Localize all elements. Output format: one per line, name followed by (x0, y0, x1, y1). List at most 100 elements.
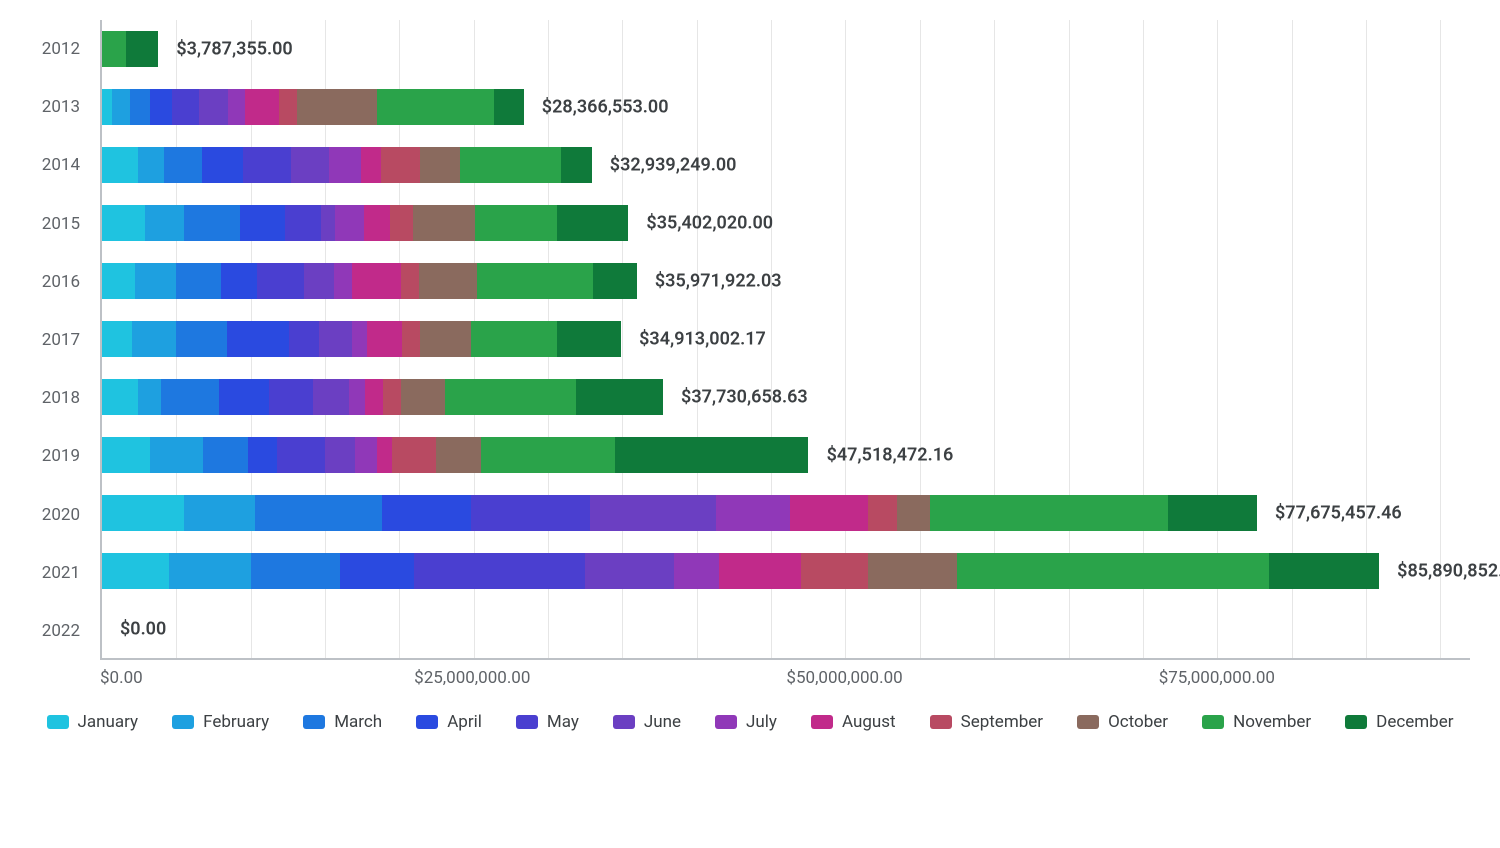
bar-segment-january[interactable] (102, 379, 138, 415)
bar-segment-december[interactable] (576, 379, 663, 415)
bar-segment-september[interactable] (402, 321, 420, 357)
bar-segment-february[interactable] (135, 263, 177, 299)
bar-segment-november[interactable] (102, 31, 126, 67)
bar-segment-february[interactable] (145, 205, 184, 241)
bar-segment-september[interactable] (390, 205, 412, 241)
bar-segment-december[interactable] (561, 147, 591, 183)
bar-segment-december[interactable] (615, 437, 809, 473)
bar-segment-december[interactable] (494, 89, 523, 125)
bar-segment-july[interactable] (355, 437, 377, 473)
bar-segment-january[interactable] (102, 147, 138, 183)
bar-segment-december[interactable] (557, 205, 628, 241)
bar-segment-april[interactable] (382, 495, 471, 531)
bar-segment-august[interactable] (364, 205, 391, 241)
bar-segment-november[interactable] (957, 553, 1269, 589)
bar-segment-march[interactable] (161, 379, 219, 415)
bar-segment-september[interactable] (381, 147, 420, 183)
bar-segment-april[interactable] (219, 379, 268, 415)
bar-segment-november[interactable] (477, 263, 593, 299)
bar-segment-august[interactable] (361, 147, 382, 183)
bar-segment-june[interactable] (304, 263, 334, 299)
bar-segment-february[interactable] (150, 437, 204, 473)
bar-segment-july[interactable] (335, 205, 363, 241)
bar-segment-july[interactable] (228, 89, 244, 125)
bar-segment-march[interactable] (176, 321, 227, 357)
bar-segment-october[interactable] (420, 321, 471, 357)
bar-segment-november[interactable] (445, 379, 576, 415)
bar-segment-september[interactable] (801, 553, 868, 589)
bar-segment-march[interactable] (255, 495, 381, 531)
bar-segment-october[interactable] (420, 147, 460, 183)
bar-segment-august[interactable] (367, 321, 403, 357)
bar-segment-march[interactable] (164, 147, 201, 183)
bar-segment-june[interactable] (590, 495, 716, 531)
bar-segment-august[interactable] (790, 495, 867, 531)
bar-segment-august[interactable] (377, 437, 392, 473)
bar-segment-january[interactable] (102, 495, 184, 531)
bar-segment-may[interactable] (269, 379, 314, 415)
bar-segment-february[interactable] (138, 379, 162, 415)
bar-segment-february[interactable] (169, 553, 251, 589)
bar-segment-december[interactable] (557, 321, 621, 357)
bar-segment-november[interactable] (460, 147, 561, 183)
bar-segment-may[interactable] (277, 437, 325, 473)
legend-item-january[interactable]: January (47, 712, 139, 732)
bar-segment-january[interactable] (102, 437, 150, 473)
bar-segment-august[interactable] (719, 553, 801, 589)
bar-segment-november[interactable] (481, 437, 615, 473)
legend-item-october[interactable]: October (1077, 712, 1168, 732)
bar-segment-april[interactable] (248, 437, 278, 473)
legend-item-august[interactable]: August (811, 712, 896, 732)
bar-segment-february[interactable] (184, 495, 255, 531)
bar-segment-october[interactable] (297, 89, 377, 125)
legend-item-december[interactable]: December (1345, 712, 1453, 732)
bar-segment-may[interactable] (471, 495, 590, 531)
bar-segment-december[interactable] (126, 31, 159, 67)
bar-segment-november[interactable] (475, 205, 557, 241)
bar-segment-march[interactable] (176, 263, 221, 299)
bar-segment-june[interactable] (325, 437, 355, 473)
bar-segment-january[interactable] (102, 321, 132, 357)
bar-segment-september[interactable] (401, 263, 419, 299)
bar-segment-april[interactable] (202, 147, 244, 183)
bar-segment-july[interactable] (349, 379, 365, 415)
bar-segment-june[interactable] (585, 553, 674, 589)
bar-segment-may[interactable] (285, 205, 321, 241)
legend-item-april[interactable]: April (416, 712, 482, 732)
legend-item-february[interactable]: February (172, 712, 269, 732)
legend-item-march[interactable]: March (303, 712, 382, 732)
bar-segment-april[interactable] (150, 89, 172, 125)
bar-segment-march[interactable] (251, 553, 340, 589)
bar-segment-april[interactable] (227, 321, 289, 357)
bar-segment-march[interactable] (203, 437, 248, 473)
bar-segment-may[interactable] (172, 89, 199, 125)
bar-segment-june[interactable] (313, 379, 349, 415)
bar-segment-october[interactable] (419, 263, 477, 299)
bar-segment-april[interactable] (340, 553, 414, 589)
bar-segment-october[interactable] (897, 495, 930, 531)
bar-segment-june[interactable] (199, 89, 229, 125)
bar-segment-may[interactable] (257, 263, 305, 299)
bar-segment-april[interactable] (221, 263, 257, 299)
bar-segment-november[interactable] (377, 89, 494, 125)
bar-segment-october[interactable] (413, 205, 475, 241)
bar-segment-june[interactable] (321, 205, 336, 241)
bar-segment-may[interactable] (243, 147, 291, 183)
bar-segment-december[interactable] (1168, 495, 1257, 531)
legend-item-june[interactable]: June (613, 712, 681, 732)
bar-segment-july[interactable] (352, 321, 367, 357)
legend-item-september[interactable]: September (930, 712, 1043, 732)
bar-segment-august[interactable] (352, 263, 401, 299)
bar-segment-march[interactable] (184, 205, 241, 241)
bar-segment-december[interactable] (1269, 553, 1379, 589)
bar-segment-october[interactable] (401, 379, 446, 415)
bar-segment-november[interactable] (930, 495, 1168, 531)
legend-item-november[interactable]: November (1202, 712, 1311, 732)
bar-segment-december[interactable] (593, 263, 637, 299)
bar-segment-august[interactable] (245, 89, 279, 125)
bar-segment-august[interactable] (365, 379, 383, 415)
bar-segment-january[interactable] (102, 89, 112, 125)
bar-segment-july[interactable] (716, 495, 790, 531)
bar-segment-september[interactable] (868, 495, 898, 531)
bar-segment-may[interactable] (289, 321, 319, 357)
